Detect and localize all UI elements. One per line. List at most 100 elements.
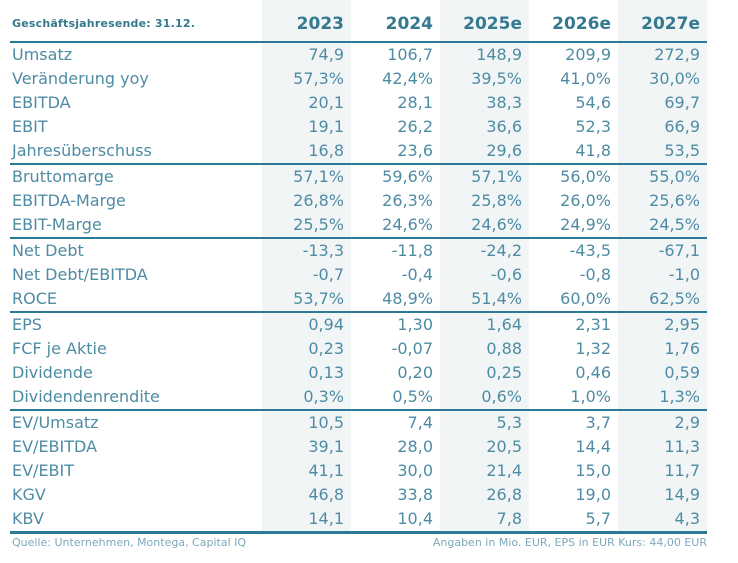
cell-value: 0,20 [397,363,433,382]
cell-value: 0,25 [440,361,529,385]
cell-value: 0,59 [618,361,707,385]
cell-value: -0,07 [391,339,433,358]
row-label: EV/EBIT [12,461,75,480]
cell-value: 0,46 [575,363,611,382]
cell-value: 7,8 [440,507,529,533]
table-header: Geschäftsjahresende: 31.12. 2023 2024 2025… [10,0,707,42]
cell-value: 148,9 [440,42,529,67]
cell-value: 5,7 [585,509,611,528]
cell-value: -0,7 [262,263,351,287]
cell-value: 0,88 [440,337,529,361]
table-row: EBITDA-Marge 26,8% 26,3% 25,8% 26,0% 25,6% [10,189,707,213]
cell-value: 2,9 [618,410,707,435]
cell-value: 25,5% [262,213,351,238]
cell-value: 26,3% [382,191,433,210]
cell-value: 14,4 [575,437,611,456]
cell-value: 24,6% [440,213,529,238]
cell-value: -0,8 [579,265,611,284]
cell-value: 26,0% [560,191,611,210]
cell-value: 1,0% [570,387,611,406]
cell-value: 209,9 [565,45,611,64]
cell-value: 39,1 [262,435,351,459]
cell-value: 15,0 [575,461,611,480]
cell-value: 20,5 [440,435,529,459]
cell-value: -43,5 [569,241,611,260]
row-label: Veränderung yoy [12,69,149,88]
cell-value: -1,0 [618,263,707,287]
cell-value: 1,64 [440,312,529,337]
cell-value: 41,0% [560,69,611,88]
cell-value: 5,3 [440,410,529,435]
cell-value: 33,8 [397,485,433,504]
cell-value: 7,4 [407,413,433,432]
cell-value: 16,8 [262,139,351,164]
table-header-row: Geschäftsjahresende: 31.12. 2023 2024 2025… [10,0,707,42]
cell-value: 0,94 [262,312,351,337]
cell-value: 55,0% [618,164,707,189]
cell-value: 62,5% [618,287,707,312]
cell-value: 57,1% [262,164,351,189]
table-row: Dividende 0,13 0,20 0,25 0,46 0,59 [10,361,707,385]
cell-value: 60,0% [560,289,611,308]
cell-value: 14,9 [618,483,707,507]
cell-value: 57,3% [262,67,351,91]
table-row: FCF je Aktie 0,23 -0,07 0,88 1,32 1,76 [10,337,707,361]
cell-value: 24,5% [618,213,707,238]
cell-value: 26,2 [397,117,433,136]
table-row: Net Debt -13,3 -11,8 -24,2 -43,5 -67,1 [10,238,707,263]
cell-value: 41,1 [262,459,351,483]
cell-value: 51,4% [440,287,529,312]
table-row: KBV 14,1 10,4 7,8 5,7 4,3 [10,507,707,533]
row-group-4: EPS 0,94 1,30 1,64 2,31 2,95 FCF je Aktie 0,23 -… [10,312,707,410]
row-label: EBITDA-Marge [12,191,126,210]
cell-value: 14,1 [262,507,351,533]
cell-value: 46,8 [262,483,351,507]
cell-value: 21,4 [440,459,529,483]
cell-value: 66,9 [618,115,707,139]
row-label: EV/Umsatz [12,413,99,432]
cell-value: 10,5 [262,410,351,435]
cell-value: 29,6 [440,139,529,164]
cell-value: 272,9 [618,42,707,67]
table-row: EBITDA 20,1 28,1 38,3 54,6 69,7 [10,91,707,115]
row-label: EPS [12,315,42,334]
row-label: Dividende [12,363,93,382]
row-group-1: Umsatz 74,9 106,7 148,9 209,9 272,9 Veränderun… [10,42,707,164]
column-header-2026e: 2026e [552,14,611,34]
cell-value: 20,1 [262,91,351,115]
row-label: Net Debt [12,241,84,260]
row-label: Bruttomarge [12,167,114,186]
table-row: Dividendenrendite 0,3% 0,5% 0,6% 1,0% 1,3% [10,385,707,410]
row-label: Umsatz [12,45,73,64]
cell-value: 11,3 [618,435,707,459]
cell-value: 1,32 [575,339,611,358]
table-row: EV/EBIT 41,1 30,0 21,4 15,0 11,7 [10,459,707,483]
cell-value: 10,4 [397,509,433,528]
row-group-2: Bruttomarge 57,1% 59,6% 57,1% 56,0% 55,0% EBIT… [10,164,707,238]
cell-value: 24,6% [382,215,433,234]
row-label: Net Debt/EBITDA [12,265,148,284]
cell-value: 30,0% [618,67,707,91]
table-row: EPS 0,94 1,30 1,64 2,31 2,95 [10,312,707,337]
footer: Quelle: Unternehmen, Montega, Capital IQ… [12,536,707,549]
column-header-2025e: 2025e [440,0,529,42]
cell-value: -0,6 [440,263,529,287]
row-group-5: EV/Umsatz 10,5 7,4 5,3 3,7 2,9 EV/EBITDA 39,1 28… [10,410,707,533]
cell-value: 57,1% [440,164,529,189]
cell-value: 23,6 [397,141,433,160]
cell-value: 30,0 [397,461,433,480]
cell-value: 2,95 [618,312,707,337]
cell-value: 0,6% [440,385,529,410]
table-row: Veränderung yoy 57,3% 42,4% 39,5% 41,0% 30,0% [10,67,707,91]
table-row: EV/EBITDA 39,1 28,0 20,5 14,4 11,3 [10,435,707,459]
cell-value: 25,6% [618,189,707,213]
table-row: EBIT 19,1 26,2 36,6 52,3 66,9 [10,115,707,139]
cell-value: -0,4 [401,265,433,284]
cell-value: 54,6 [575,93,611,112]
cell-value: 28,0 [397,437,433,456]
cell-value: 1,30 [397,315,433,334]
cell-value: 52,3 [575,117,611,136]
table-row: Bruttomarge 57,1% 59,6% 57,1% 56,0% 55,0% [10,164,707,189]
cell-value: 69,7 [618,91,707,115]
